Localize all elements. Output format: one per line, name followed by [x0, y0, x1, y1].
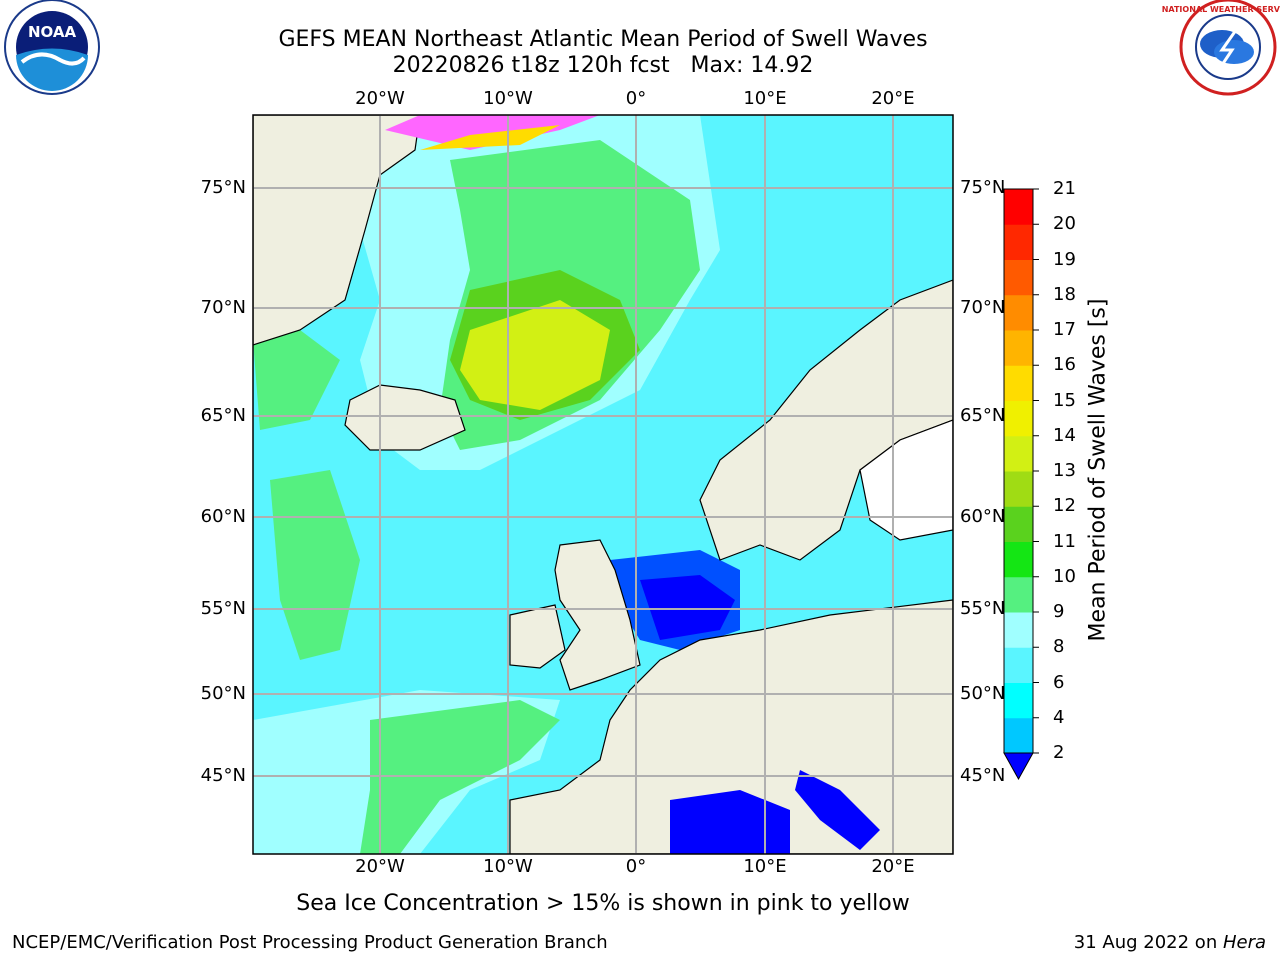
continental-europe-land — [509, 599, 953, 854]
lon-tick-top: 20°E — [871, 88, 915, 109]
swell-field-10s-west — [253, 330, 340, 430]
western-mediterranean-field — [670, 790, 790, 854]
great-britain-land — [554, 539, 641, 691]
ireland-land — [509, 604, 566, 669]
lon-tick-top: 10°E — [743, 88, 787, 109]
adriatic-field — [795, 770, 880, 850]
map-subtitle: 20220826 t18z 120h fcst Max: 14.92 — [392, 53, 814, 78]
colorbar-swatch — [1004, 189, 1033, 225]
noaa-logo-text: NOAA — [28, 23, 77, 41]
colorbar-extend-triangle — [1003, 752, 1034, 781]
colorbar — [1003, 188, 1039, 781]
colorbar-tick-label: 14 — [1053, 424, 1076, 446]
colorbar-swatch — [1004, 576, 1033, 613]
colorbar-swatch — [1004, 717, 1033, 754]
colorbar-tick-label: 10 — [1053, 565, 1076, 587]
colorbar-tick-label: 11 — [1053, 530, 1076, 552]
lat-tick-left: 70°N — [200, 297, 246, 318]
iceland-land — [344, 384, 466, 451]
lon-tick-bottom: 0° — [625, 856, 647, 877]
lat-tick-left: 65°N — [200, 405, 246, 426]
colorbar-tick-label: 6 — [1053, 671, 1065, 693]
colorbar-swatch — [1004, 224, 1033, 260]
lat-tick-left: 45°N — [200, 765, 246, 786]
graticule — [253, 115, 953, 854]
map-frame — [252, 114, 954, 855]
lon-tick-bottom: 10°E — [743, 856, 787, 877]
map-title: GEFS MEAN Northeast Atlantic Mean Period… — [278, 27, 928, 52]
colorbar-tick-label: 2 — [1053, 742, 1065, 763]
nws-logo: NATIONAL WEATHER SERVICE — [1162, 0, 1280, 96]
colorbar-swatch — [1004, 400, 1033, 437]
sea-ice-note: Sea Ice Concentration > 15% is shown in … — [296, 891, 910, 916]
lon-tick-bottom: 20°E — [871, 856, 915, 877]
colorbar-tick-label: 4 — [1053, 706, 1065, 728]
colorbar-tick-label: 19 — [1053, 248, 1076, 270]
colorbar-tick-label: 18 — [1053, 283, 1076, 305]
lon-tick-top: 0° — [625, 88, 647, 109]
colorbar-tick-label: 13 — [1053, 460, 1076, 481]
lat-tick-left: 50°N — [200, 683, 246, 704]
lat-tick-right: 55°N — [960, 598, 1006, 619]
colorbar-swatch — [1004, 471, 1033, 507]
sea-ice-high-field — [420, 125, 560, 150]
colorbar-swatch — [1004, 259, 1033, 296]
colorbar-tick-label: 12 — [1053, 495, 1076, 517]
lat-tick-right: 60°N — [960, 506, 1006, 527]
colorbar-tick-label: 8 — [1053, 636, 1065, 658]
map-area — [253, 115, 953, 854]
colorbar-tick-label: 20 — [1053, 213, 1076, 235]
lat-tick-left: 55°N — [200, 598, 246, 619]
lon-tick-top: 10°W — [483, 88, 533, 109]
lat-tick-right: 50°N — [960, 683, 1006, 704]
lon-tick-top: 20°W — [355, 88, 405, 109]
lat-tick-right: 70°N — [960, 297, 1006, 318]
colorbar-swatch — [1004, 647, 1033, 683]
colorbar-swatch — [1004, 541, 1033, 578]
lat-tick-right: 65°N — [960, 405, 1006, 426]
colorbar-tick-label: 17 — [1053, 319, 1076, 340]
lon-tick-bottom: 20°W — [355, 856, 405, 877]
colorbar-tick-label: 21 — [1053, 178, 1076, 199]
colorbar-swatch — [1004, 612, 1033, 648]
colorbar-tick-label: 15 — [1053, 389, 1076, 411]
north-sea-low-field — [640, 575, 735, 640]
swell-field-14s — [460, 300, 610, 410]
lat-tick-left: 60°N — [200, 506, 246, 527]
baltic-sea-mask — [859, 419, 953, 541]
colorbar-tick-label: 9 — [1053, 601, 1065, 622]
lat-tick-right: 75°N — [960, 177, 1006, 198]
colorbar-swatch — [1004, 294, 1033, 331]
colorbar-swatch — [1004, 435, 1033, 472]
colorbar-label: Mean Period of Swell Waves [s] — [1085, 298, 1111, 642]
lon-tick-bottom: 10°W — [483, 856, 533, 877]
colorbar-swatch — [1004, 365, 1033, 401]
nws-logo-text: NATIONAL WEATHER SERVICE — [1162, 5, 1280, 14]
colorbar-swatch — [1004, 330, 1033, 366]
footer-machine: Hera — [1222, 932, 1266, 953]
noaa-logo: NOAA — [4, 0, 100, 95]
lat-tick-right: 45°N — [960, 765, 1006, 786]
footer-date: 31 Aug 2022 on Hera — [1074, 932, 1266, 953]
footer-credit: NCEP/EMC/Verification Post Processing Pr… — [12, 932, 608, 953]
colorbar-swatch — [1004, 682, 1033, 719]
lat-tick-left: 75°N — [200, 177, 246, 198]
footer-date-text: 31 Aug 2022 on — [1073, 932, 1223, 953]
colorbar-tick-label: 16 — [1053, 354, 1076, 376]
colorbar-swatch — [1004, 506, 1033, 542]
